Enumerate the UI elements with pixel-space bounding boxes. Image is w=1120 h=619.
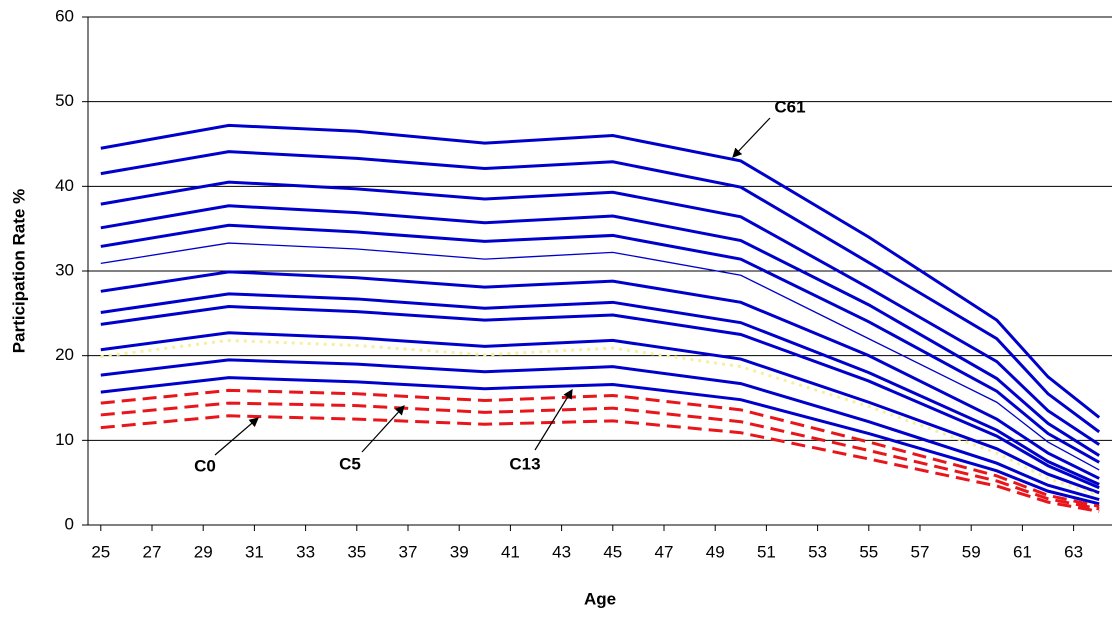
x-tick-label: 29 <box>194 542 213 561</box>
series-line <box>100 331 1100 495</box>
x-tick-label: 49 <box>706 542 725 561</box>
x-tick-label: 59 <box>962 542 981 561</box>
x-tick-label: 53 <box>808 542 827 561</box>
series-line <box>100 150 1101 434</box>
x-tick-label: 51 <box>757 542 776 561</box>
x-tick-label: 37 <box>399 542 418 561</box>
annotation-arrow <box>732 117 771 158</box>
y-tick-label: 50 <box>55 91 74 110</box>
series-line <box>100 223 1100 464</box>
x-tick-label: 25 <box>91 542 110 561</box>
annotation: C0 <box>194 456 216 475</box>
series-line <box>100 414 1100 513</box>
y-tick-label: 0 <box>65 514 74 533</box>
series-line <box>100 376 1100 506</box>
series-line <box>100 270 1100 480</box>
annotation-arrow <box>214 417 259 456</box>
x-tick-label: 47 <box>655 542 674 561</box>
annotation: C61 <box>774 97 805 116</box>
x-tick-label: 41 <box>501 542 520 561</box>
series-line <box>100 401 1100 511</box>
series-line <box>100 292 1100 486</box>
x-tick-label: 63 <box>1064 542 1083 561</box>
x-tick-label: 45 <box>603 542 622 561</box>
x-tick-label: 39 <box>450 542 469 561</box>
series-line <box>100 388 1100 508</box>
series-line <box>100 204 1100 457</box>
x-tick-label: 27 <box>143 542 162 561</box>
x-tick-label: 33 <box>296 542 315 561</box>
annotation: C13 <box>509 454 540 473</box>
x-tick-label: 43 <box>552 542 571 561</box>
y-tick-label: 40 <box>55 176 74 195</box>
series-line <box>100 305 1100 490</box>
annotation: C5 <box>339 454 361 473</box>
y-tick-label: 10 <box>55 430 74 449</box>
y-tick-label: 20 <box>55 345 74 364</box>
series-line <box>100 242 1100 471</box>
y-tick-label: 60 <box>55 6 74 25</box>
annotation-arrow <box>534 388 573 451</box>
series-line <box>100 180 1101 446</box>
x-tick-label: 55 <box>859 542 878 561</box>
x-tick-label: 61 <box>1013 542 1032 561</box>
x-axis-label: Age <box>584 589 616 608</box>
series-line <box>100 123 1101 419</box>
x-tick-label: 35 <box>347 542 366 561</box>
x-tick-label: 57 <box>911 542 930 561</box>
y-axis-label: Participation Rate % <box>9 189 28 353</box>
x-tick-label: 31 <box>245 542 264 561</box>
series-line <box>100 338 1100 497</box>
y-tick-label: 30 <box>55 260 74 279</box>
annotation-arrow <box>361 405 405 453</box>
series-line <box>100 358 1100 502</box>
